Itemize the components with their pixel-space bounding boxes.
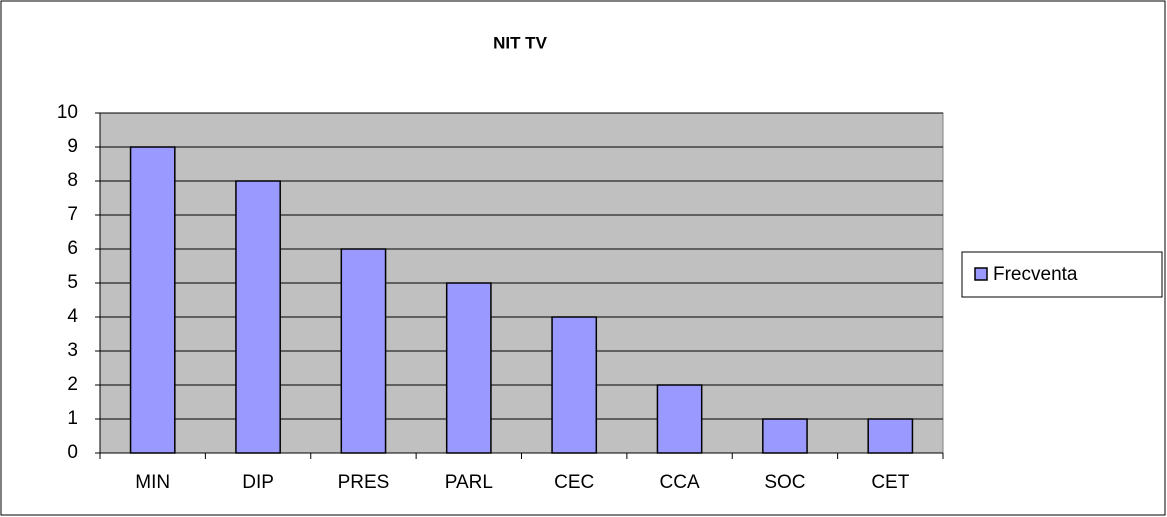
x-tick-label: DIP <box>242 472 274 493</box>
y-tick-label: 3 <box>67 340 78 361</box>
legend-label: Frecventa <box>993 264 1078 285</box>
y-tick-label: 0 <box>67 442 78 463</box>
bar <box>867 418 914 454</box>
x-tick-label: SOC <box>764 472 805 493</box>
y-tick-label: 10 <box>57 102 78 123</box>
y-tick-label: 5 <box>67 272 78 293</box>
y-tick-label: 4 <box>67 306 78 327</box>
x-tick-label: PRES <box>338 472 390 493</box>
x-tick-label: CCA <box>660 472 700 493</box>
legend-swatch <box>974 267 988 281</box>
y-tick-label: 6 <box>67 238 78 259</box>
bar <box>762 418 808 454</box>
bar <box>340 248 387 454</box>
y-tick-label: 2 <box>67 374 78 395</box>
chart-title: NIT TV <box>493 33 547 52</box>
legend-box <box>961 251 1163 298</box>
bar <box>551 316 598 454</box>
y-tick-label: 1 <box>67 408 78 429</box>
x-tick-label: CEC <box>554 472 594 493</box>
y-tick-label: 8 <box>67 170 78 191</box>
y-tick-label: 7 <box>67 204 78 225</box>
x-tick-label: PARL <box>445 472 493 493</box>
y-tick-label: 9 <box>67 136 78 157</box>
bar <box>445 282 492 454</box>
bar <box>235 180 281 454</box>
x-tick-label: CET <box>871 472 909 493</box>
bar <box>129 146 176 454</box>
x-tick-label: MIN <box>135 472 170 493</box>
bar <box>656 384 703 454</box>
